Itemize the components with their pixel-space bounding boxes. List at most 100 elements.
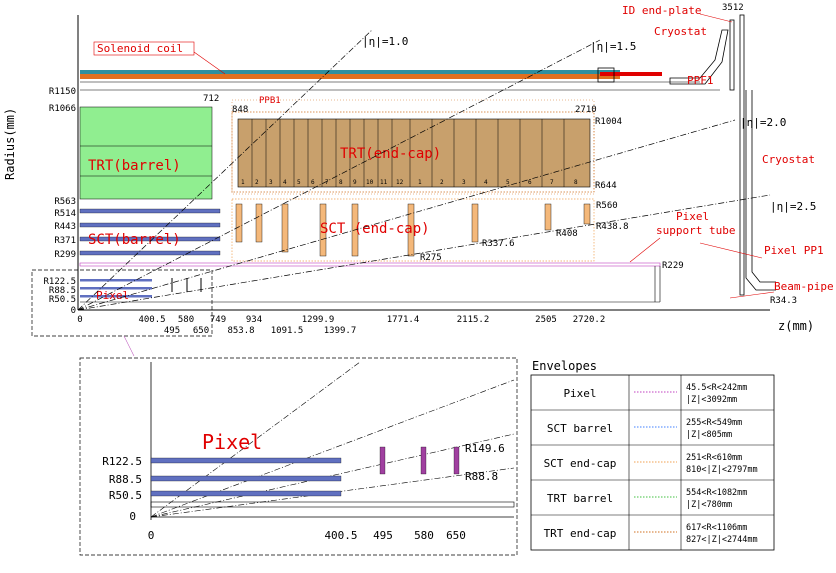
svg-text:R229: R229 [662, 261, 684, 271]
svg-text:R408: R408 [556, 229, 578, 239]
envelope-name: TRT end-cap [544, 527, 617, 540]
envelope-name: TRT barrel [547, 492, 613, 505]
svg-text:R563: R563 [54, 197, 76, 207]
beam-pipe-label: Beam-pipe [774, 280, 834, 293]
svg-text:2720.2: 2720.2 [573, 315, 606, 325]
svg-text:R1066: R1066 [49, 104, 76, 114]
svg-text:554<R<1082mm: 554<R<1082mm [686, 488, 747, 498]
svg-text:3: 3 [269, 179, 273, 186]
svg-text:R88.8: R88.8 [465, 470, 498, 483]
svg-text:251<R<610mm: 251<R<610mm [686, 453, 742, 463]
eta-2-5: |η|=2.5 [770, 200, 816, 213]
ppf1-label: PPF1 [687, 74, 714, 87]
zoom-region [31, 269, 213, 337]
zoom-eta-lines [150, 361, 515, 518]
svg-text:650: 650 [446, 529, 466, 542]
svg-text:0: 0 [71, 306, 76, 316]
svg-text:R514: R514 [54, 209, 76, 219]
svg-text:|Z|<3092mm: |Z|<3092mm [686, 395, 737, 405]
svg-text:580: 580 [178, 315, 194, 325]
svg-text:R122.5: R122.5 [43, 277, 76, 287]
svg-text:6: 6 [528, 179, 532, 186]
svg-text:934: 934 [246, 315, 262, 325]
zoom-connector [123, 335, 135, 357]
eta-2-0: |η|=2.0 [740, 116, 786, 129]
svg-text:8: 8 [339, 179, 343, 186]
svg-text:R149.6: R149.6 [465, 442, 505, 455]
svg-text:617<R<1106mm: 617<R<1106mm [686, 523, 747, 533]
sct-endcap-label: SCT (end-cap) [320, 221, 430, 237]
cryostat-wall [739, 14, 745, 296]
svg-text:0: 0 [129, 510, 136, 523]
pixel-support-tube [79, 262, 661, 267]
svg-text:6: 6 [311, 179, 315, 186]
svg-text:4: 4 [484, 179, 488, 186]
svg-text:810<|Z|<2797mm: 810<|Z|<2797mm [686, 465, 758, 475]
eta-1-0: |η|=1.0 [362, 35, 408, 48]
zoom-beampipe [150, 501, 515, 508]
svg-text:R1004: R1004 [595, 117, 622, 127]
svg-text:|Z|<805mm: |Z|<805mm [686, 430, 732, 440]
svg-text:2115.2: 2115.2 [457, 315, 490, 325]
svg-text:R50.5: R50.5 [49, 295, 76, 305]
pixel-support-label-1: Pixel [676, 210, 709, 223]
z-top-labels: 3512 712 848 2710 [203, 3, 744, 115]
svg-text:R88.5: R88.5 [109, 473, 142, 486]
pixel-barrel-layers [80, 279, 152, 298]
svg-text:255<R<549mm: 255<R<549mm [686, 418, 742, 428]
envelopes-title: Envelopes [532, 359, 597, 373]
pixel-disks [171, 278, 202, 292]
solenoid-label: Solenoid coil [97, 42, 183, 55]
svg-text:3512: 3512 [722, 3, 744, 13]
svg-text:2710: 2710 [575, 105, 597, 115]
svg-text:10: 10 [366, 179, 374, 186]
radius-axis-label: Radius(mm) [3, 108, 17, 180]
svg-text:848: 848 [232, 105, 248, 115]
svg-text:11: 11 [380, 179, 388, 186]
trt-barrel-label: TRT(barrel) [88, 158, 181, 174]
solenoid-coil [80, 74, 620, 79]
solenoid-outer [80, 70, 620, 76]
svg-text:749: 749 [210, 315, 226, 325]
svg-text:1771.4: 1771.4 [387, 315, 420, 325]
pixel-support-label-2: support tube [656, 224, 735, 237]
svg-text:495: 495 [373, 529, 393, 542]
svg-text:1299.9: 1299.9 [302, 315, 335, 325]
svg-text:853.8: 853.8 [227, 326, 254, 336]
zoom-pixel-layers [150, 457, 342, 497]
zoom-right-labels: R149.6 R88.8 [465, 442, 505, 483]
svg-text:0: 0 [77, 315, 82, 325]
sct-barrel-layers [79, 208, 221, 256]
ppb1-envelope [231, 99, 595, 195]
coil-end [600, 72, 662, 76]
svg-text:4: 4 [283, 179, 287, 186]
svg-text:495: 495 [164, 326, 180, 336]
trt-endcap-wheels [251, 119, 565, 187]
trt-endcap-label: TRT(end-cap) [340, 146, 441, 162]
svg-text:7: 7 [550, 179, 554, 186]
svg-text:712: 712 [203, 94, 219, 104]
z-axis-label: z(mm) [778, 319, 814, 333]
envelope-name: SCT barrel [547, 422, 613, 435]
id-endplate [729, 19, 735, 91]
r-labels-inner: R1004 R644 R560 R438.8 R408 R337.6 R275 … [420, 117, 797, 306]
svg-text:1399.7: 1399.7 [324, 326, 357, 336]
svg-text:1091.5: 1091.5 [271, 326, 304, 336]
svg-text:1: 1 [418, 179, 422, 186]
svg-text:R438.8: R438.8 [596, 222, 629, 232]
ppb1-label: PPB1 [259, 96, 281, 106]
cryostat-flange [751, 90, 776, 283]
cryostat-flange-inner [745, 90, 776, 291]
svg-text:5: 5 [297, 179, 301, 186]
svg-text:R1150: R1150 [49, 87, 76, 97]
sct-barrel-label: SCT(barrel) [88, 232, 181, 248]
eta-1-5: |η|=1.5 [590, 40, 636, 53]
cryostat-top-label: Cryostat [654, 25, 707, 38]
zoom-title: Pixel [202, 430, 262, 454]
id-endplate-label: ID end-plate [622, 4, 701, 17]
svg-text:2505: 2505 [535, 315, 557, 325]
svg-text:12: 12 [396, 179, 404, 186]
envelope-name: Pixel [563, 387, 596, 400]
svg-text:R275: R275 [420, 253, 442, 263]
